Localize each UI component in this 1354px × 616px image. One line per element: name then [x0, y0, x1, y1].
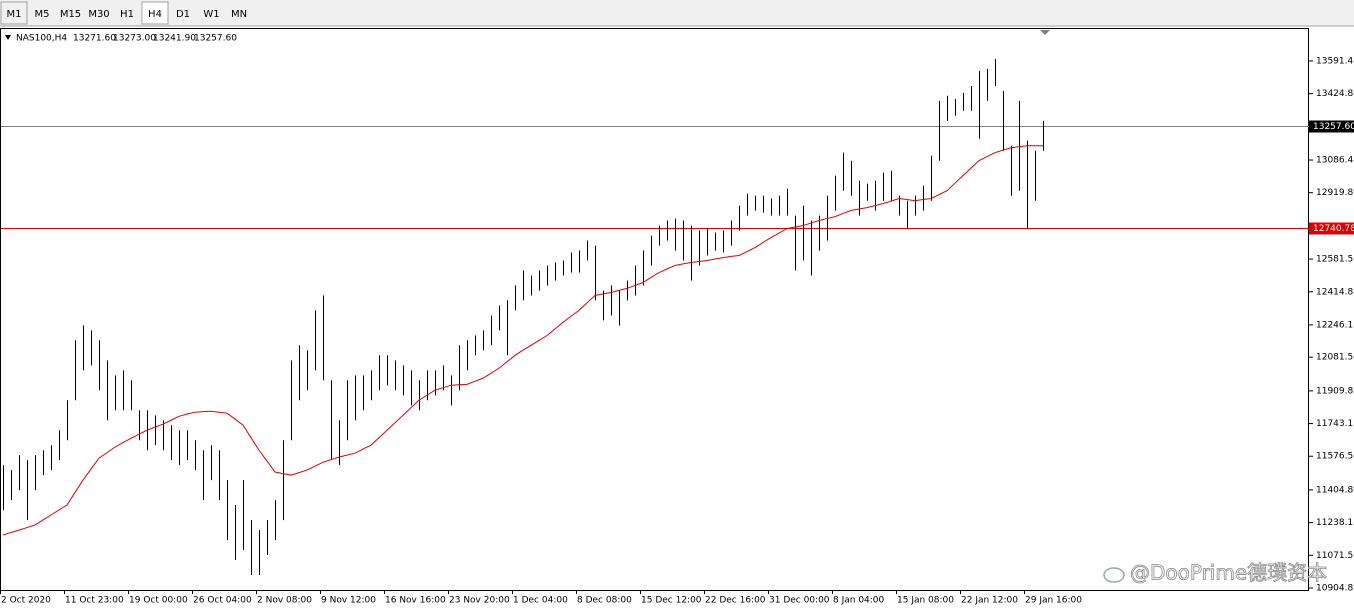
x-tick-label: 29 Jan 16:00	[1025, 596, 1082, 606]
x-tick-label: 2 Nov 08:00	[257, 596, 312, 606]
button-face[interactable]	[227, 2, 251, 24]
y-tick-label: 12246.15	[1316, 320, 1354, 330]
close-price: 13257.60	[194, 34, 237, 44]
y-tick-label: 12581.55	[1316, 255, 1354, 265]
y-tick-label: 11404.80	[1316, 485, 1354, 495]
header-arrow	[5, 35, 11, 40]
y-tick-label: 11743.15	[1316, 419, 1354, 429]
symbol: NAS100,H4	[16, 34, 67, 44]
y-tick-label: 11071.50	[1316, 551, 1354, 561]
y-tick-label: 13591.45	[1316, 56, 1354, 66]
timeframe-button[interactable]: M1	[0, 1, 28, 25]
x-tick-label: 22 Jan 12:00	[961, 596, 1018, 606]
y-tick-label: 12919.80	[1316, 188, 1354, 198]
x-tick-label: 11 Oct 23:00	[65, 596, 124, 606]
x-tick-label: 31 Dec 00:00	[769, 596, 830, 606]
button-label[interactable]: W1	[203, 9, 219, 20]
y-tick-label: 13086.45	[1316, 156, 1354, 166]
button-face[interactable]	[170, 2, 196, 24]
button-face[interactable]	[114, 2, 140, 24]
high-price: 13273.00	[113, 34, 156, 44]
x-tick-label: 15 Jan 08:00	[897, 596, 954, 606]
x-tick-label: 15 Dec 12:00	[641, 596, 702, 606]
timeframe-button[interactable]: M5	[29, 2, 55, 24]
button-label[interactable]: H1	[120, 9, 134, 20]
low-price: 13241.90	[153, 34, 196, 44]
price-label-box	[1309, 222, 1354, 235]
watermark: @DooPrime德璞资本	[1103, 560, 1328, 585]
timeframe-button[interactable]: W1	[198, 2, 225, 24]
x-tick-label: 8 Dec 08:00	[577, 596, 632, 606]
x-tick-label: 1 Dec 04:00	[513, 596, 568, 606]
x-tick-label: 19 Oct 00:00	[129, 596, 188, 606]
y-tick-label: 13424.80	[1316, 89, 1354, 99]
y-tick-label: 12081.50	[1316, 353, 1354, 363]
button-label[interactable]: M15	[60, 9, 81, 20]
open-price: 13271.60	[73, 34, 116, 44]
timeframe-button[interactable]: H4	[141, 1, 169, 25]
timeframe-button[interactable]: D1	[170, 2, 196, 24]
button-face[interactable]	[57, 2, 84, 24]
button-face[interactable]	[0, 1, 28, 25]
x-tick-label: 16 Nov 16:00	[385, 596, 446, 606]
button-label[interactable]: M1	[7, 9, 22, 20]
x-tick-label: 22 Dec 16:00	[705, 596, 766, 606]
y-tick-label: 11238.15	[1316, 518, 1354, 528]
timeframe-button[interactable]: MN	[227, 2, 251, 24]
price-label: 12740.78	[1313, 224, 1354, 234]
button-face[interactable]	[198, 2, 225, 24]
button-label[interactable]: D1	[176, 9, 190, 20]
plot-frame	[0, 28, 1309, 591]
button-face[interactable]	[141, 1, 169, 25]
watermark-icon	[1103, 567, 1125, 583]
x-tick-label: 2 Oct 2020	[1, 596, 51, 606]
price-label: 13257.60	[1313, 122, 1354, 132]
button-label[interactable]: H4	[148, 9, 162, 20]
watermark-text: @DooPrime德璞资本	[1130, 561, 1327, 585]
y-tick-label: 11909.80	[1316, 386, 1354, 396]
moving-average	[2, 145, 1043, 536]
x-tick-label: 9 Nov 12:00	[321, 596, 376, 606]
price-label-box	[1309, 120, 1354, 133]
button-label[interactable]: M30	[88, 9, 109, 20]
x-tick-label: 26 Oct 04:00	[193, 596, 252, 606]
y-tick-label: 11576.50	[1316, 452, 1354, 462]
toolbar	[0, 0, 1354, 26]
button-face[interactable]	[29, 2, 55, 24]
shift-marker	[1040, 30, 1050, 35]
timeframe-button[interactable]: M30	[86, 2, 112, 24]
button-label[interactable]: MN	[231, 9, 247, 20]
x-tick-label: 8 Jan 04:00	[833, 596, 885, 606]
y-tick-label: 12414.80	[1316, 287, 1354, 297]
button-label[interactable]: M5	[35, 9, 50, 20]
button-face[interactable]	[86, 2, 112, 24]
timeframe-button[interactable]: H1	[114, 2, 140, 24]
timeframe-button[interactable]: M15	[57, 2, 84, 24]
x-tick-label: 23 Nov 20:00	[449, 596, 510, 606]
y-tick-label: 10904.85	[1316, 584, 1354, 594]
